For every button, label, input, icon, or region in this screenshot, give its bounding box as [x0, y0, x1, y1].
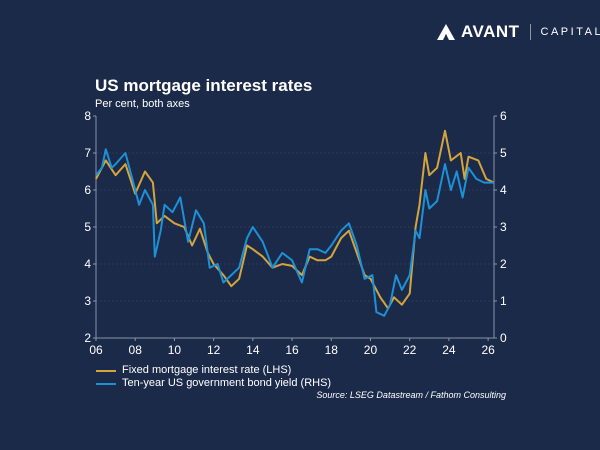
- y-tick-right: 3: [500, 220, 507, 234]
- y-tick-right: 1: [500, 294, 507, 308]
- series-line-bond-yield: [95, 148, 494, 317]
- series-line-mortgage-rate: [95, 129, 495, 310]
- x-tick-label: 06: [89, 343, 103, 357]
- legend-swatch-mortgage: [96, 369, 116, 372]
- x-tick-label: 26: [481, 343, 495, 357]
- y-tick-left: 3: [84, 294, 91, 308]
- x-tick-label: 10: [168, 343, 182, 357]
- y-tick-left: 8: [84, 109, 91, 123]
- legend-swatch-bond: [96, 382, 116, 385]
- y-tick-left: 5: [84, 220, 91, 234]
- logo-suffix: CAPITAL: [540, 26, 600, 38]
- x-tick-label: 18: [325, 343, 339, 357]
- y-tick-left: 7: [84, 146, 91, 160]
- y-tick-right: 4: [500, 183, 507, 197]
- logo-divider: [529, 24, 531, 40]
- logo-brand: AVANT: [461, 22, 520, 41]
- legend-label: Ten-year US government bond yield (RHS): [122, 377, 332, 389]
- legend-label: Fixed mortgage interest rate (LHS): [122, 364, 292, 376]
- x-tick-label: 22: [403, 343, 417, 357]
- y-tick-right: 6: [500, 109, 507, 123]
- avant-logo-icon: [437, 24, 455, 40]
- legend: Fixed mortgage interest rate (LHS) Ten-y…: [96, 364, 331, 390]
- y-tick-left: 2: [84, 331, 91, 345]
- x-tick-label: 14: [246, 343, 260, 357]
- chart-subtitle: Per cent, both axes: [95, 98, 190, 110]
- avant-capital-logo: AVANT CAPITAL: [437, 22, 600, 42]
- y-tick-left: 6: [84, 183, 91, 197]
- legend-item-mortgage: Fixed mortgage interest rate (LHS): [96, 364, 331, 377]
- x-tick-label: 20: [364, 343, 378, 357]
- x-tick-label: 12: [207, 343, 221, 357]
- y-tick-left: 4: [84, 257, 91, 271]
- x-tick-label: 24: [442, 343, 456, 357]
- y-tick-right: 2: [500, 257, 507, 271]
- legend-item-bond: Ten-year US government bond yield (RHS): [96, 377, 331, 390]
- chart-title: US mortgage interest rates: [95, 76, 313, 95]
- x-tick-label: 16: [285, 343, 299, 357]
- y-tick-right: 5: [500, 146, 507, 160]
- x-tick-label: 08: [129, 343, 143, 357]
- source-note: Source: LSEG Datastream / Fathom Consult…: [316, 390, 506, 400]
- y-tick-right: 0: [500, 331, 507, 345]
